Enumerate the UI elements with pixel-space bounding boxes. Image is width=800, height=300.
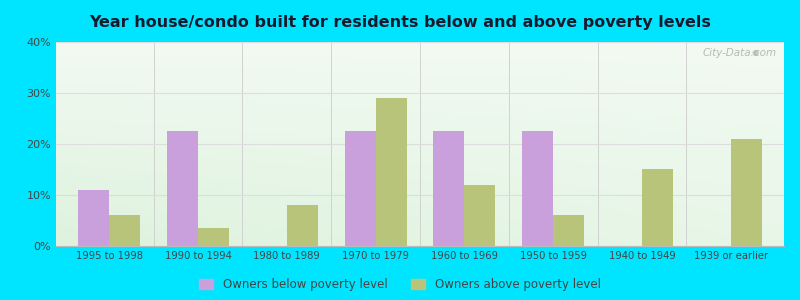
- Text: ●: ●: [751, 48, 758, 57]
- Bar: [553, 215, 584, 246]
- Bar: [345, 131, 376, 246]
- Bar: [198, 228, 229, 246]
- Bar: [642, 169, 673, 246]
- Bar: [287, 205, 318, 246]
- Bar: [522, 131, 553, 246]
- Text: City-Data.com: City-Data.com: [702, 48, 777, 58]
- Bar: [167, 131, 198, 246]
- Bar: [434, 131, 464, 246]
- Bar: [730, 139, 762, 246]
- Bar: [110, 215, 140, 246]
- Bar: [376, 98, 406, 246]
- Text: Year house/condo built for residents below and above poverty levels: Year house/condo built for residents bel…: [89, 15, 711, 30]
- Legend: Owners below poverty level, Owners above poverty level: Owners below poverty level, Owners above…: [199, 278, 601, 291]
- Bar: [78, 190, 110, 246]
- Bar: [464, 185, 495, 246]
